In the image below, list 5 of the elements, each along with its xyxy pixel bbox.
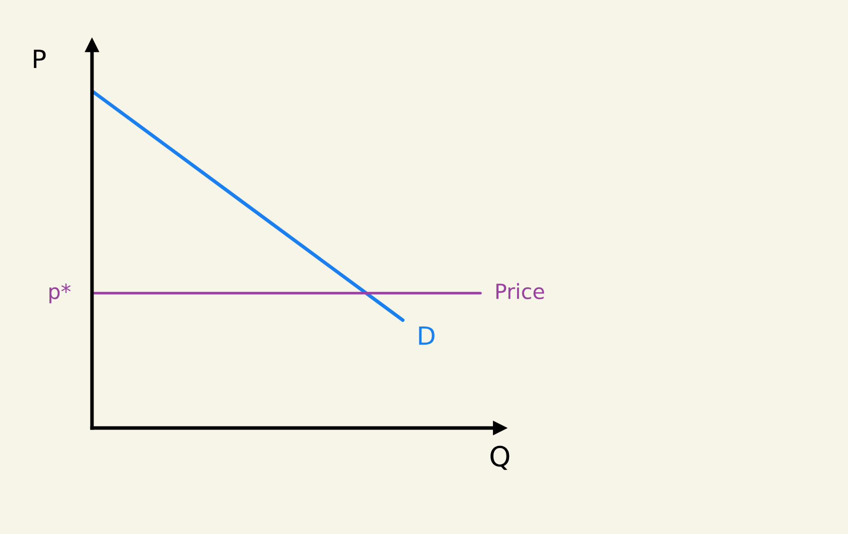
series-label: D (419, 326, 434, 345)
series-label: Price (496, 283, 544, 300)
x-axis-title: Q (490, 446, 510, 470)
y-axis-title: P (34, 50, 46, 68)
text: p* (49, 283, 71, 304)
